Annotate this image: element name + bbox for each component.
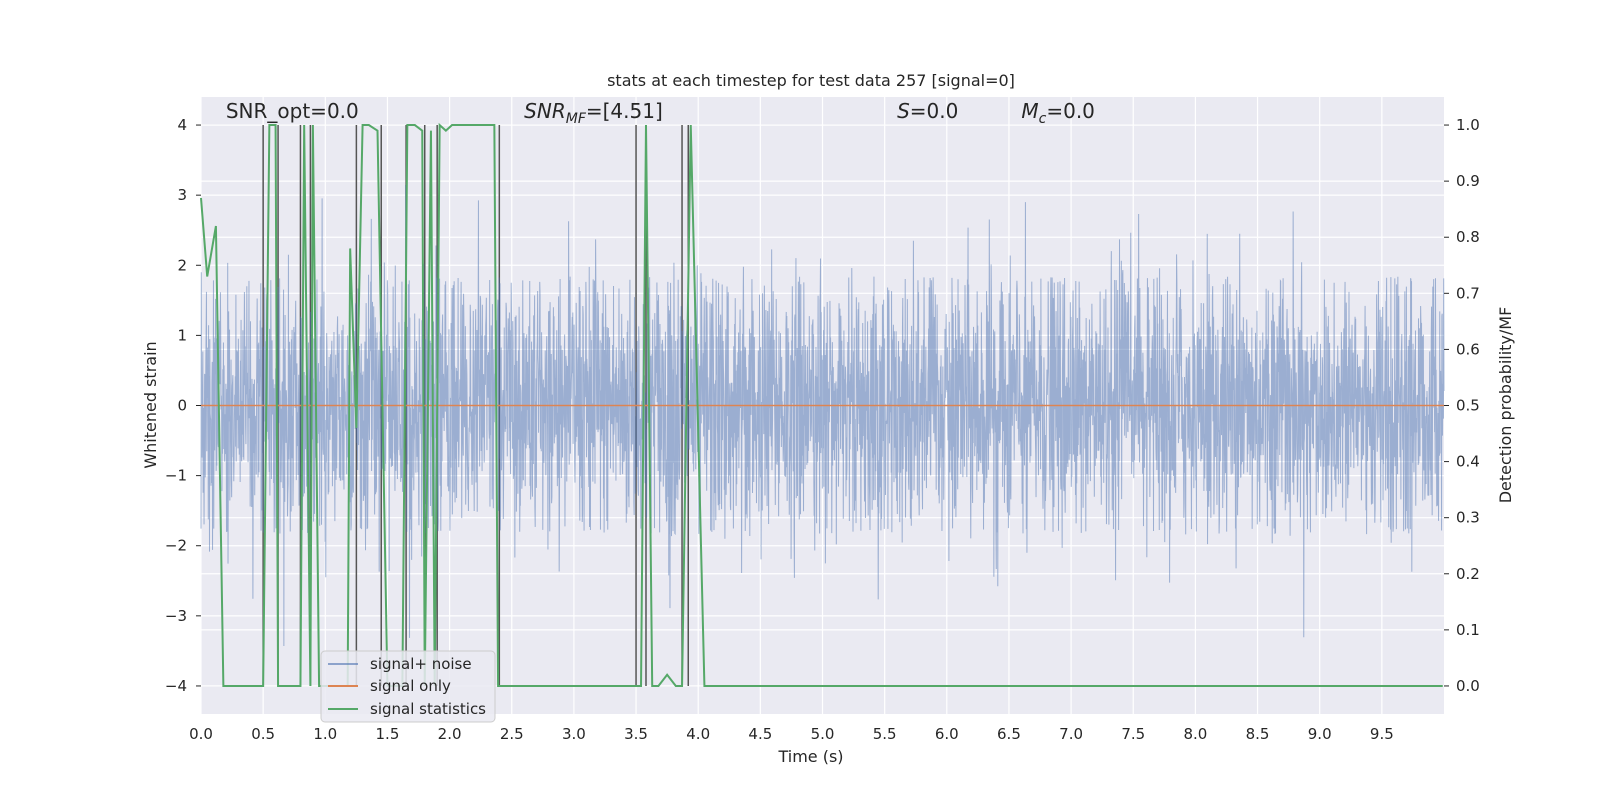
x-tick-label: 3.0 <box>562 725 586 743</box>
y-right-tick-label: 0.9 <box>1456 172 1480 190</box>
x-tick-label: 0.0 <box>189 725 213 743</box>
x-tick-label: 1.0 <box>313 725 337 743</box>
x-tick-label: 6.5 <box>997 725 1021 743</box>
x-tick-label: 5.5 <box>873 725 897 743</box>
legend-label-signal-noise: signal+ noise <box>370 655 472 673</box>
x-tick-label: 5.0 <box>811 725 835 743</box>
x-tick-label: 2.0 <box>438 725 462 743</box>
x-tick-labels: 0.0 0.5 1.0 1.5 2.0 2.5 3.0 3.5 4.0 4.5 5.0 5.5 6.0 6… <box>189 725 1394 743</box>
chart-title: stats at each timestep for test data 257… <box>607 71 1015 90</box>
annotations: SNR_opt=0.0 SNRMF=[4.51] S=0.0 Mc=0.0 <box>226 99 1095 127</box>
x-tick-label: 4.0 <box>686 725 710 743</box>
x-axis-label: Time (s) <box>777 747 843 766</box>
y-left-tick-label: 3 <box>177 186 187 204</box>
y-left-tick-label: −1 <box>165 467 187 485</box>
signal-noise-line <box>200 184 1445 647</box>
annotation-3: Mc=0.0 <box>1021 99 1095 127</box>
legend-box <box>320 650 496 723</box>
annotation-0: SNR_opt=0.0 <box>226 99 359 123</box>
x-tick-label: 2.5 <box>500 725 524 743</box>
y-left-tick-label: −4 <box>165 677 187 695</box>
y-right-tick-label: 0.7 <box>1456 284 1480 302</box>
series-signal-statistics <box>200 122 1443 687</box>
y-right-tick-label: 0.0 <box>1456 677 1480 695</box>
y-right-tick-label: 0.5 <box>1456 397 1480 415</box>
y-right-tick-label: 0.4 <box>1456 453 1480 471</box>
y-right-tick-label: 1.0 <box>1456 116 1480 134</box>
y-left-tick-labels: 4 3 2 1 0 −1 −2 −3 −4 <box>165 116 201 695</box>
y-right-tick-label: 0.8 <box>1456 228 1480 246</box>
x-tick-label: 8.5 <box>1246 725 1270 743</box>
legend-label-signal-statistics: signal statistics <box>370 700 486 718</box>
y-left-tick-label: 4 <box>177 116 187 134</box>
x-tick-label: 6.0 <box>935 725 959 743</box>
y-axis-label-right: Detection probability/MF <box>1496 307 1515 504</box>
y-right-tick-label: 0.2 <box>1456 565 1480 583</box>
x-tick-label: 0.5 <box>251 725 275 743</box>
x-tick-label: 7.5 <box>1121 725 1145 743</box>
x-tick-label: 9.0 <box>1308 725 1332 743</box>
legend-label-signal-only: signal only <box>370 677 451 695</box>
x-tick-label: 3.5 <box>624 725 648 743</box>
legend: signal+ noise signal only signal statist… <box>320 650 496 723</box>
x-tick-label: 1.5 <box>376 725 400 743</box>
annotation-2: S=0.0 <box>897 99 958 123</box>
x-tick-label: 7.0 <box>1059 725 1083 743</box>
x-tick-label: 9.5 <box>1370 725 1394 743</box>
x-tick-label: 4.5 <box>748 725 772 743</box>
y-right-tick-label: 0.1 <box>1456 621 1480 639</box>
y-right-tick-label: 0.6 <box>1456 340 1480 358</box>
y-axis-label-left: Whitened strain <box>141 341 160 468</box>
y-left-tick-label: 0 <box>177 397 187 415</box>
y-right-tick-label: 0.3 <box>1456 509 1480 527</box>
y-left-tick-label: 1 <box>177 326 187 344</box>
x-tick-label: 8.0 <box>1183 725 1207 743</box>
series-signal-noise <box>200 184 1445 647</box>
annotation-1: SNRMF=[4.51] <box>524 99 663 127</box>
y-left-tick-label: −3 <box>165 607 187 625</box>
signal-statistics-line <box>200 122 1443 687</box>
y-left-tick-label: −2 <box>165 537 187 555</box>
y-right-tick-labels: 1.0 0.9 0.8 0.7 0.6 0.5 0.4 0.3 0.2 0.1 0.0 <box>1444 116 1480 695</box>
y-left-tick-label: 2 <box>177 256 187 274</box>
